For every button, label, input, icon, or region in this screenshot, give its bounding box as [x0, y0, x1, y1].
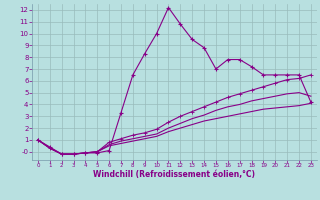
X-axis label: Windchill (Refroidissement éolien,°C): Windchill (Refroidissement éolien,°C): [93, 170, 255, 179]
